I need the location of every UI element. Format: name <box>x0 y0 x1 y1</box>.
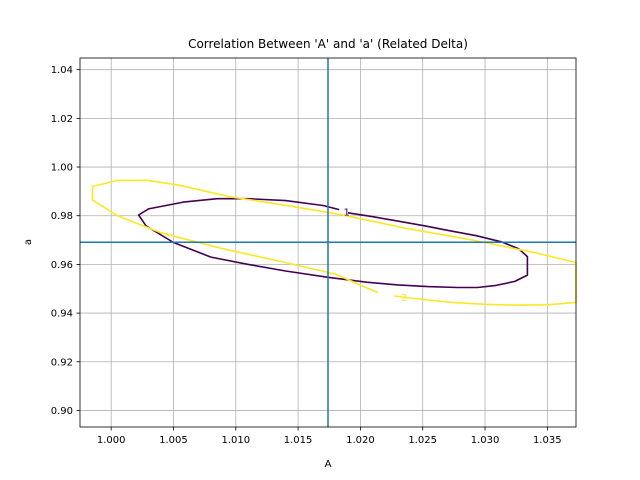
y-tick-label: 0.98 <box>51 211 73 222</box>
contour-line-level-2 <box>91 179 577 306</box>
y-tick-label: 1.00 <box>51 163 73 174</box>
y-tick-label: 0.90 <box>51 406 73 417</box>
x-tick-label: 1.025 <box>408 435 437 446</box>
contour-labels: 12 <box>344 208 408 304</box>
x-tick-label: 1.030 <box>471 435 500 446</box>
y-tick-label: 1.04 <box>51 65 73 76</box>
contour-line-level-1 <box>137 197 529 289</box>
y-tick-label: 0.96 <box>51 260 73 271</box>
chart-title: Correlation Between 'A' and 'a' (Related… <box>188 37 468 51</box>
y-tick-label: 0.92 <box>51 357 73 368</box>
contour-lines <box>91 179 577 306</box>
plot-frame <box>79 57 577 428</box>
best-fit-crosshair <box>80 58 576 427</box>
x-tick-label: 1.015 <box>284 435 313 446</box>
x-axis-label: A <box>325 459 332 470</box>
x-tick-label: 1.010 <box>221 435 250 446</box>
x-axis-ticks: 1.000 1.005 1.010 1.015 1.020 1.025 1.030 1.035 <box>97 427 562 446</box>
y-tick-label: 1.02 <box>51 114 73 125</box>
x-tick-label: 1.035 <box>533 435 562 446</box>
contour-label: 2 <box>401 293 407 304</box>
x-tick-label: 1.005 <box>159 435 188 446</box>
y-tick-label: 0.94 <box>51 309 73 320</box>
y-axis-ticks: 0.90 0.92 0.94 0.96 0.98 1.00 1.02 1.04 <box>51 65 80 417</box>
x-tick-label: 1.000 <box>97 435 126 446</box>
y-axis-label: a <box>23 239 34 245</box>
x-tick-label: 1.020 <box>346 435 375 446</box>
contour-label: 1 <box>344 208 350 219</box>
